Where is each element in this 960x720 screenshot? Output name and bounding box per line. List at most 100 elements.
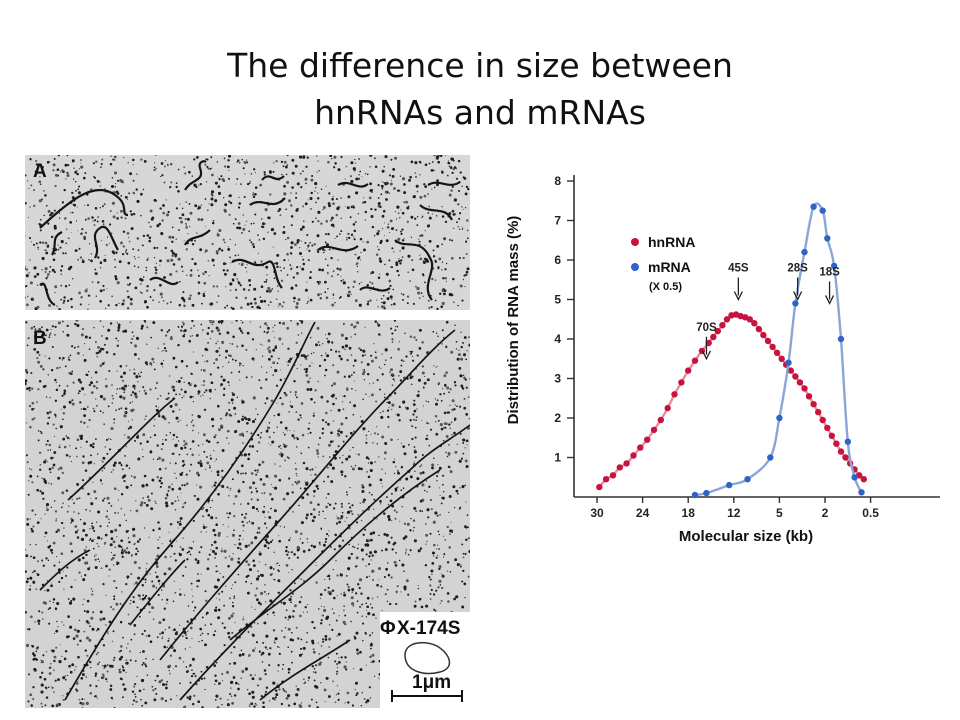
speckle-dot — [164, 246, 167, 250]
speckle-dot — [442, 292, 446, 296]
speckle-dot — [76, 172, 79, 176]
speckle-dot — [286, 236, 290, 240]
speckle-dot — [287, 259, 289, 261]
speckle-dot — [434, 169, 436, 171]
speckle-dot — [198, 184, 200, 186]
speckle-dot — [333, 612, 335, 614]
speckle-dot — [189, 626, 193, 630]
speckle-dot — [105, 378, 107, 380]
speckle-dot — [379, 257, 382, 260]
speckle-dot — [239, 183, 242, 186]
speckle-dot — [25, 454, 28, 457]
speckle-dot — [290, 286, 294, 290]
hnrna-data-point — [664, 404, 671, 412]
speckle-dot — [275, 261, 279, 265]
speckle-dot — [361, 281, 363, 283]
speckle-dot — [119, 178, 123, 183]
hnrna-data-point — [671, 391, 678, 398]
speckle-dot — [291, 491, 294, 494]
speckle-dot — [277, 591, 281, 595]
speckle-dot — [377, 201, 381, 206]
speckle-dot — [145, 483, 149, 487]
speckle-dot — [162, 204, 165, 207]
speckle-dot — [208, 275, 210, 277]
speckle-dot — [165, 501, 168, 505]
speckle-dot — [414, 285, 417, 288]
speckle-dot — [441, 171, 444, 174]
speckle-dot — [217, 249, 220, 251]
speckle-dot — [351, 512, 354, 516]
speckle-dot — [41, 559, 44, 562]
speckle-dot — [54, 607, 58, 611]
speckle-dot — [277, 210, 280, 212]
speckle-dot — [252, 192, 255, 194]
speckle-dot — [62, 170, 65, 173]
speckle-dot — [310, 208, 312, 210]
speckle-dot — [418, 241, 420, 243]
speckle-dot — [453, 227, 455, 229]
speckle-dot — [265, 279, 268, 281]
speckle-dot — [165, 213, 170, 217]
speckle-dot — [377, 566, 382, 571]
speckle-dot — [451, 210, 454, 213]
speckle-dot — [180, 265, 184, 268]
speckle-dot — [452, 213, 456, 216]
y-tick-label: 5 — [554, 293, 561, 307]
speckle-dot — [160, 162, 164, 165]
speckle-dot — [211, 549, 215, 554]
speckle-dot — [441, 206, 443, 208]
speckle-dot — [214, 434, 217, 437]
speckle-dot — [110, 537, 114, 541]
speckle-dot — [137, 249, 140, 251]
speckle-dot — [381, 180, 383, 183]
hnrna-data-point — [801, 385, 808, 392]
speckle-dot — [414, 217, 417, 220]
speckle-dot — [263, 171, 266, 174]
speckle-dot — [289, 264, 292, 266]
speckle-dot — [293, 296, 296, 300]
speckle-dot — [76, 249, 78, 252]
hnrna-data-point — [837, 448, 845, 455]
speckle-dot — [222, 262, 226, 266]
speckle-dot — [97, 256, 100, 259]
speckle-dot — [424, 244, 426, 247]
speckle-dot — [350, 293, 352, 295]
speckle-dot — [189, 294, 192, 297]
speckle-dot — [54, 325, 57, 329]
speckle-dot — [359, 237, 363, 241]
speckle-dot — [347, 290, 351, 294]
speckle-dot — [191, 243, 195, 246]
hnrna-data-point — [860, 476, 867, 483]
speckle-dot — [245, 580, 248, 583]
speckle-dot — [464, 192, 468, 196]
speckle-dot — [385, 198, 388, 201]
speckle-dot — [153, 246, 156, 250]
speckle-dot — [411, 268, 415, 272]
speckle-dot — [57, 244, 59, 246]
speckle-dot — [29, 425, 32, 429]
speckle-dot — [116, 281, 120, 285]
speckle-dot — [424, 163, 428, 167]
speckle-dot — [450, 256, 454, 260]
speckle-dot — [180, 492, 182, 494]
speckle-dot — [167, 164, 169, 167]
hnrna-data-point — [769, 343, 776, 351]
speckle-dot — [225, 286, 227, 288]
speckle-dot — [214, 199, 218, 203]
hnrna-data-point — [828, 432, 835, 439]
speckle-dot — [445, 280, 447, 282]
speckle-dot — [60, 265, 64, 268]
speckle-dot — [59, 644, 61, 646]
speckle-dot — [394, 211, 396, 213]
speckle-dot — [306, 248, 308, 250]
speckle-dot — [186, 274, 188, 276]
speckle-dot — [91, 281, 94, 284]
speckle-dot — [309, 242, 311, 244]
speckle-dot — [28, 187, 30, 189]
speckle-dot — [383, 181, 385, 184]
speckle-dot — [434, 259, 437, 262]
speckle-dot — [73, 203, 76, 207]
speckle-dot — [287, 671, 290, 674]
speckle-dot — [406, 302, 409, 305]
speckle-dot — [39, 218, 42, 221]
